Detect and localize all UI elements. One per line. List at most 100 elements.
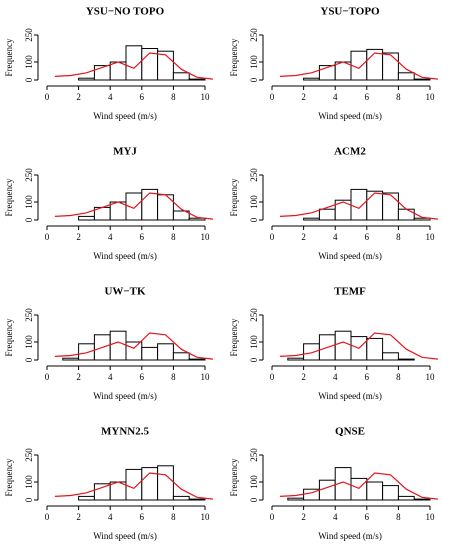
histogram-bar	[397, 208, 415, 221]
x-tick-label: 6	[365, 232, 370, 242]
line-series	[279, 192, 438, 220]
x-tick-label: 4	[333, 92, 338, 102]
line-series	[279, 472, 438, 500]
y-tick-label: 0	[24, 357, 34, 362]
x-axis-label: Wind speed (m/s)	[318, 391, 382, 401]
histogram-bar	[303, 217, 320, 221]
x-tick-label: 2	[301, 372, 306, 382]
y-axis-label: Frequency	[4, 318, 14, 356]
histogram-bar	[318, 208, 336, 221]
x-tick-label: 2	[76, 512, 81, 522]
y-tick-label: 250	[24, 448, 34, 462]
y-tick-label: 100	[249, 475, 259, 489]
histogram-bar	[78, 77, 95, 81]
histogram-bar	[397, 495, 415, 501]
histogram-bar	[188, 217, 206, 221]
y-tick-label: 0	[24, 77, 34, 82]
y-tick-label: 100	[24, 195, 34, 209]
x-tick-label: 6	[140, 92, 145, 102]
histogram-bar	[413, 217, 431, 221]
x-tick-label: 0	[45, 92, 50, 102]
x-axis-label: Wind speed (m/s)	[93, 531, 157, 541]
histogram-bar	[188, 78, 206, 81]
histogram-bar	[62, 357, 80, 361]
y-axis-label: Frequency	[229, 318, 239, 356]
y-tick-label: 100	[249, 335, 259, 349]
x-tick-label: 8	[171, 512, 176, 522]
line-series	[54, 332, 213, 360]
histogram-bar	[366, 337, 384, 361]
histogram-bar	[413, 78, 431, 81]
panel-title: QNSE	[335, 426, 365, 438]
y-tick-label: 250	[24, 168, 34, 182]
x-tick-label: 6	[140, 372, 145, 382]
histogram-bar	[382, 352, 399, 361]
x-tick-label: 10	[201, 372, 211, 382]
y-axis-label: Frequency	[4, 38, 14, 76]
histogram-bar	[157, 194, 174, 221]
histogram-bar	[78, 215, 95, 221]
y-tick-label: 0	[249, 497, 259, 502]
y-tick-label: 250	[249, 168, 259, 182]
histogram-bar	[172, 495, 190, 501]
x-axis-label: Wind speed (m/s)	[318, 251, 382, 261]
x-tick-label: 4	[108, 232, 113, 242]
histogram-bar	[397, 358, 415, 361]
histogram-bar	[334, 199, 352, 221]
x-tick-label: 6	[365, 92, 370, 102]
histogram-bar	[125, 341, 143, 361]
x-tick-label: 4	[108, 92, 113, 102]
x-tick-label: 10	[426, 92, 436, 102]
histogram-bar	[382, 192, 399, 221]
x-tick-label: 8	[396, 92, 401, 102]
x-tick-label: 8	[396, 512, 401, 522]
x-tick-label: 2	[301, 92, 306, 102]
y-tick-label: 250	[249, 308, 259, 322]
histogram-bar	[125, 468, 143, 501]
histogram-bar	[350, 477, 368, 501]
histogram-bar	[93, 483, 111, 501]
histogram-bar	[382, 485, 399, 501]
histogram-bar	[366, 481, 384, 501]
histogram-bar	[366, 190, 384, 221]
x-tick-label: 10	[201, 92, 211, 102]
histogram-bar	[172, 352, 190, 361]
histogram-bar	[188, 358, 206, 361]
line-series	[54, 192, 213, 220]
histogram-bar	[334, 330, 352, 361]
histogram-bar	[413, 498, 431, 501]
y-tick-label: 0	[249, 217, 259, 222]
x-tick-label: 10	[201, 512, 211, 522]
y-tick-label: 100	[24, 55, 34, 69]
panel-title: ACM2	[334, 146, 366, 158]
x-tick-label: 2	[76, 232, 81, 242]
histogram-bar	[141, 346, 159, 361]
x-tick-label: 4	[108, 372, 113, 382]
x-tick-label: 8	[171, 372, 176, 382]
histogram-bar	[78, 343, 95, 361]
line-series	[279, 52, 438, 80]
histogram-bar	[287, 497, 305, 501]
histogram-bar	[109, 330, 127, 361]
x-tick-label: 0	[45, 512, 50, 522]
panel-title: UW−TK	[104, 286, 146, 298]
x-tick-label: 4	[333, 372, 338, 382]
x-tick-label: 2	[301, 512, 306, 522]
y-tick-label: 0	[24, 497, 34, 502]
y-tick-label: 100	[249, 55, 259, 69]
x-tick-label: 0	[270, 372, 275, 382]
y-tick-label: 100	[24, 475, 34, 489]
x-tick-label: 8	[396, 232, 401, 242]
y-axis-label: Frequency	[4, 458, 14, 496]
histogram-bar	[350, 188, 368, 221]
x-tick-label: 10	[426, 512, 436, 522]
x-tick-label: 0	[45, 372, 50, 382]
y-tick-label: 250	[24, 28, 34, 42]
histogram-bar	[382, 52, 399, 81]
histogram-bar	[172, 210, 190, 221]
x-tick-label: 0	[270, 232, 275, 242]
x-tick-label: 4	[108, 512, 113, 522]
x-tick-label: 2	[76, 372, 81, 382]
